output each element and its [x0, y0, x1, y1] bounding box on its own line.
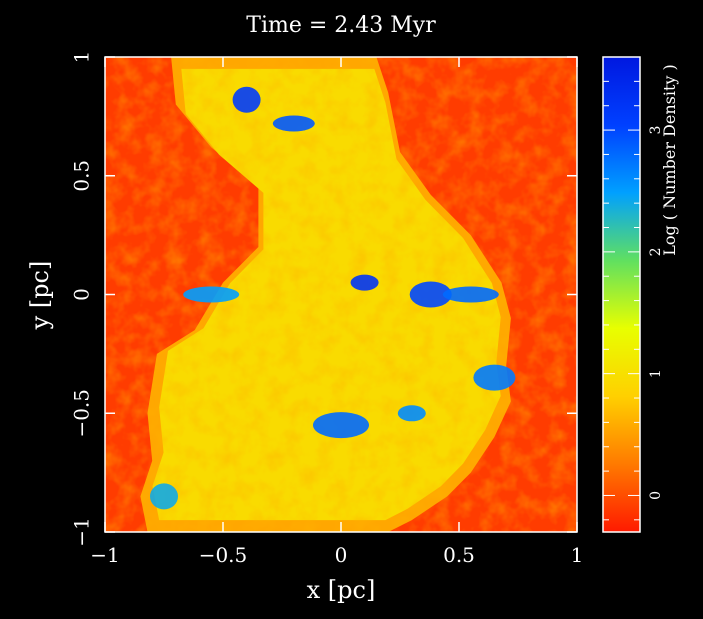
- colorbar-ticks: 0 1 2 3: [603, 80, 664, 521]
- colorbar-tick-label: 1: [648, 369, 664, 378]
- y-axis-label: y [pc]: [26, 261, 54, 331]
- y-tick-label: 1: [70, 51, 94, 64]
- dense-clump: [397, 405, 426, 422]
- x-tick-label: 1: [571, 543, 584, 567]
- dense-clump: [183, 286, 240, 303]
- turbulence-texture: [105, 57, 577, 532]
- y-tick-label: −0.5: [70, 389, 94, 438]
- dense-clump: [313, 412, 369, 439]
- colorbar-tick-label: 0: [648, 491, 664, 500]
- colorbar-tick-label: 3: [648, 126, 664, 135]
- dense-clump: [272, 115, 315, 132]
- y-tick-label: −1: [70, 517, 94, 546]
- dense-clump: [150, 483, 178, 510]
- x-ticks: −1 −0.5 0 0.5 1: [90, 57, 583, 567]
- dense-clump: [409, 281, 452, 308]
- plot-area: −1 −0.5 0 0.5 1 −1 −0.5 0 0.5 1: [70, 51, 584, 567]
- dense-clump: [232, 86, 261, 113]
- y-tick-label: 0: [70, 288, 94, 301]
- x-tick-label: 0.5: [443, 543, 475, 567]
- dense-clump: [473, 364, 516, 391]
- y-tick-label: 0.5: [70, 160, 94, 192]
- y-ticks: −1 −0.5 0 0.5 1: [70, 51, 577, 547]
- dense-clump: [442, 286, 499, 303]
- colorbar-gradient: [602, 56, 641, 533]
- colorbar: 0 1 2 3 Log ( Number Density ): [602, 56, 679, 533]
- chart-title: Time = 2.43 Myr: [246, 13, 436, 38]
- x-axis-label: x [pc]: [307, 576, 376, 604]
- x-tick-label: 0: [335, 543, 348, 567]
- dense-clump: [350, 274, 379, 291]
- dense-clumps: [150, 86, 516, 510]
- x-tick-label: −0.5: [199, 543, 248, 567]
- colorbar-tick-label: 2: [648, 247, 664, 256]
- colorbar-label: Log ( Number Density ): [660, 64, 679, 256]
- x-tick-label: −1: [90, 543, 119, 567]
